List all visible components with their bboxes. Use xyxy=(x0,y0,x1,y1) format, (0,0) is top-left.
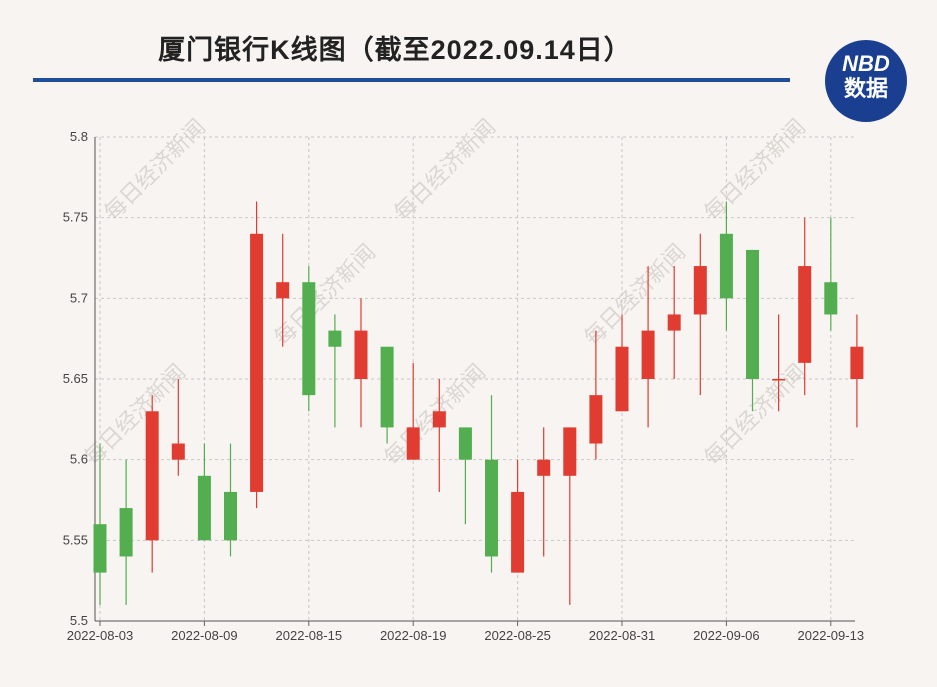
x-tick-label: 2022-08-15 xyxy=(276,628,343,643)
x-tick-label: 2022-08-25 xyxy=(484,628,551,643)
candle xyxy=(511,459,525,573)
candle-body xyxy=(302,282,316,396)
y-tick-label: 5.8 xyxy=(70,129,88,144)
watermark-text: 每日经济新闻 xyxy=(700,115,811,226)
candle-body xyxy=(850,346,864,379)
candle xyxy=(380,346,394,444)
candle-body xyxy=(537,459,551,476)
y-tick-label: 5.6 xyxy=(70,452,88,467)
candle xyxy=(328,314,342,428)
candle xyxy=(615,314,629,412)
candle-body xyxy=(406,427,420,460)
candle xyxy=(850,314,864,428)
candle-body xyxy=(119,508,133,557)
candle-body xyxy=(667,314,681,331)
candle-body xyxy=(93,524,107,573)
candle-body xyxy=(224,491,237,541)
y-tick-label: 5.75 xyxy=(63,210,88,225)
candle xyxy=(537,427,551,557)
candle xyxy=(93,443,107,605)
x-tick-label: 2022-08-03 xyxy=(67,628,134,643)
candle xyxy=(171,379,185,476)
nbd-logo: NBD 数据 xyxy=(825,40,907,122)
candle xyxy=(719,201,733,331)
candle-body xyxy=(432,411,446,428)
candle-body xyxy=(589,395,603,444)
candle xyxy=(406,362,420,460)
candle xyxy=(250,201,264,509)
candle-body xyxy=(693,266,707,315)
y-tick-label: 5.65 xyxy=(63,371,88,386)
x-tick-label: 2022-08-09 xyxy=(171,628,238,643)
candle xyxy=(824,217,838,331)
candle xyxy=(119,459,133,605)
candle-body xyxy=(328,330,342,347)
x-tick-label: 2022-08-19 xyxy=(380,628,447,643)
candle xyxy=(224,443,237,557)
y-tick-label: 5.55 xyxy=(63,532,88,547)
candle-body xyxy=(250,233,264,492)
candle-body xyxy=(772,379,786,381)
candle-body xyxy=(145,411,159,541)
candle xyxy=(432,379,446,492)
candle xyxy=(302,266,316,412)
candle-body xyxy=(380,346,394,428)
candle-body xyxy=(511,491,525,573)
candle xyxy=(667,266,681,379)
candle-body xyxy=(641,330,655,379)
candle xyxy=(485,395,498,573)
candle-body xyxy=(563,427,577,476)
candle-body xyxy=(485,459,498,557)
watermark-text: 每日经济新闻 xyxy=(390,115,501,226)
watermark-text: 每日经济新闻 xyxy=(100,115,211,226)
candle xyxy=(746,249,759,412)
candle xyxy=(197,443,211,541)
axes: 5.5 5.55 5.6 5.65 5.7 5.75 5.8 2022-08-03 2022-0… xyxy=(63,129,864,643)
grid-lines xyxy=(95,136,855,622)
candle xyxy=(641,266,655,428)
chart-title: 厦门银行K线图（截至2022.09.14日） xyxy=(158,35,632,65)
candle xyxy=(589,330,603,460)
y-tick-label: 5.7 xyxy=(70,290,88,305)
candle-body xyxy=(824,282,838,315)
x-tick-label: 2022-08-31 xyxy=(589,628,656,643)
logo-line1: NBD xyxy=(842,51,890,76)
candle-body xyxy=(615,346,629,412)
candle-body xyxy=(276,282,290,299)
candle-body xyxy=(746,249,759,379)
candles xyxy=(93,201,864,605)
candle-body xyxy=(354,330,368,379)
x-tick-label: 2022-09-13 xyxy=(798,628,865,643)
candle xyxy=(563,427,577,605)
y-tick-label: 5.5 xyxy=(70,613,88,628)
candle-body xyxy=(171,443,185,460)
candle xyxy=(772,314,786,412)
candle xyxy=(798,217,812,396)
logo-line2: 数据 xyxy=(843,76,888,101)
candle xyxy=(276,233,290,347)
title-underline xyxy=(33,78,790,82)
candle xyxy=(458,427,472,525)
candle-body xyxy=(798,266,812,363)
candle xyxy=(354,298,368,428)
candle-body xyxy=(719,233,733,299)
candle-body xyxy=(458,427,472,460)
x-tick-label: 2022-09-06 xyxy=(693,628,760,643)
candle xyxy=(145,395,159,573)
candle-body xyxy=(197,475,211,541)
candle xyxy=(693,233,707,396)
